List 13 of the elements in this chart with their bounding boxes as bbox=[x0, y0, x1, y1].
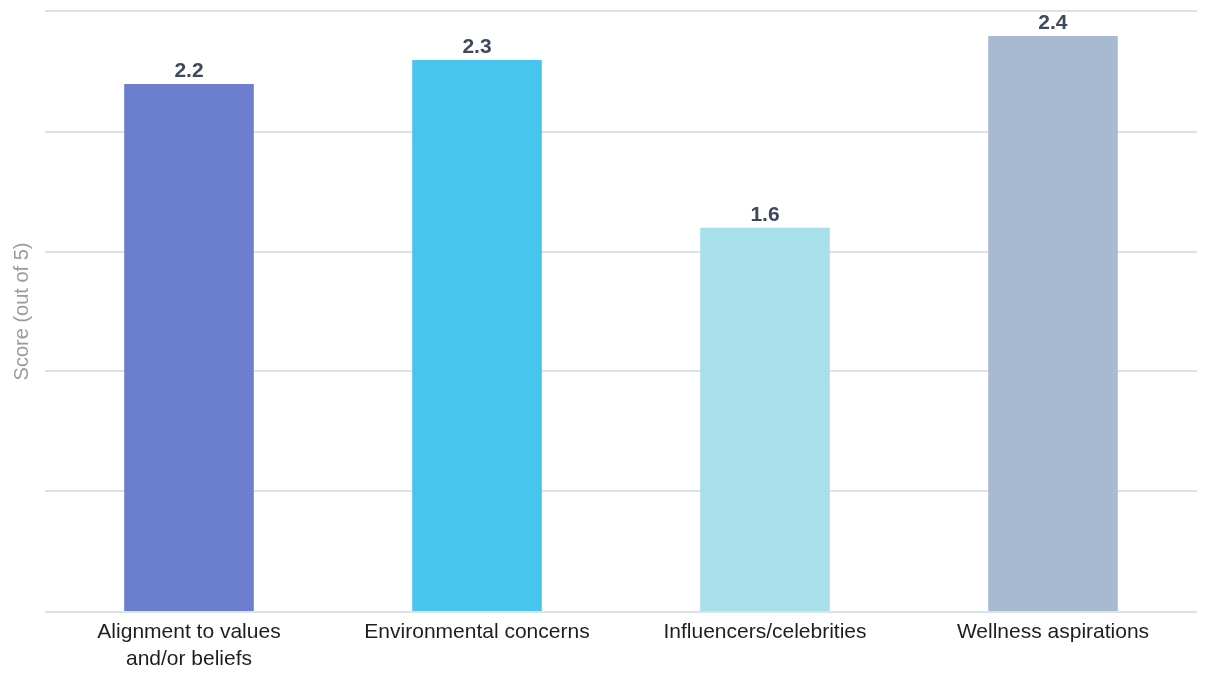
data-label: 2.3 bbox=[462, 33, 492, 57]
data-label: 2.2 bbox=[174, 57, 204, 81]
x-tick-label: Wellness aspirations bbox=[956, 618, 1150, 642]
bar bbox=[124, 83, 254, 611]
bar bbox=[412, 59, 542, 611]
y-axis-title: Score (out of 5) bbox=[9, 242, 32, 381]
data-label: 1.6 bbox=[750, 201, 780, 225]
bar bbox=[988, 35, 1118, 611]
x-tick-label: Environmental concerns bbox=[364, 618, 590, 642]
x-tick-label: Influencers/celebrities bbox=[663, 618, 867, 642]
bar bbox=[700, 227, 830, 611]
x-tick-label: Alignment to values and/or beliefs bbox=[97, 618, 281, 670]
data-label: 2.4 bbox=[1038, 9, 1068, 33]
